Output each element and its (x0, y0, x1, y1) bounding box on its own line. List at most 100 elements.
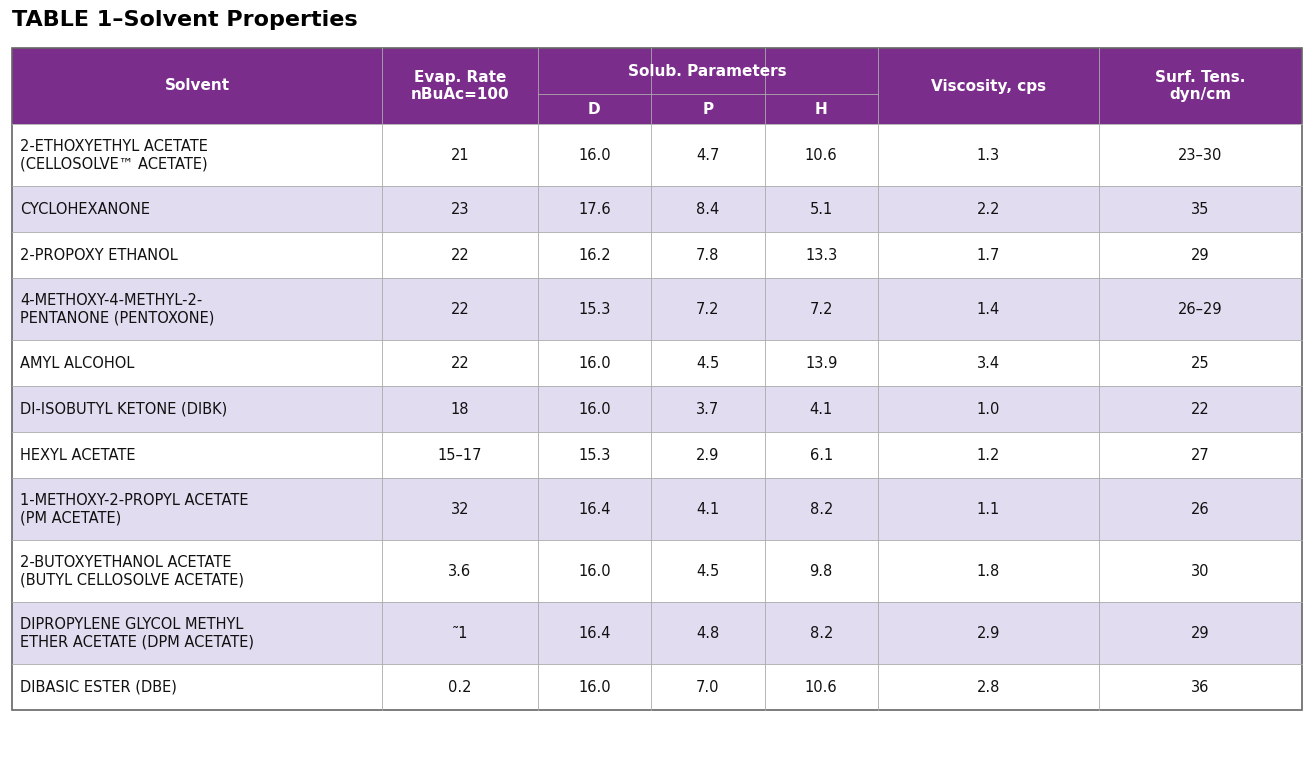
Text: 4.7: 4.7 (696, 147, 720, 163)
Bar (537, 186, 650, 232)
Text: 16.0: 16.0 (578, 356, 611, 371)
Text: Solvent: Solvent (164, 78, 230, 93)
Text: 29: 29 (1192, 625, 1210, 641)
Bar (1099, 664, 1302, 710)
Text: Solub. Parameters: Solub. Parameters (628, 64, 787, 78)
Bar (765, 602, 878, 664)
Bar (12, 602, 382, 664)
Bar (537, 664, 650, 710)
Bar (650, 232, 765, 278)
Bar (650, 386, 765, 432)
Text: 4.8: 4.8 (696, 625, 719, 641)
Bar (382, 278, 537, 340)
Bar (1099, 278, 1302, 340)
Text: 17.6: 17.6 (578, 201, 611, 217)
Text: 22: 22 (451, 302, 469, 316)
Text: 36: 36 (1192, 679, 1210, 695)
Bar (878, 186, 1099, 232)
Bar (650, 664, 765, 710)
Text: 25: 25 (1192, 356, 1210, 371)
Bar (765, 478, 878, 540)
Text: 13.3: 13.3 (805, 248, 837, 262)
Text: 29: 29 (1192, 248, 1210, 262)
Text: 10.6: 10.6 (805, 679, 837, 695)
Bar (1099, 478, 1302, 540)
Text: 16.2: 16.2 (578, 248, 611, 262)
Text: 1.4: 1.4 (976, 302, 1000, 316)
Bar (878, 540, 1099, 602)
Bar (12, 664, 382, 710)
Bar (650, 186, 765, 232)
Bar (382, 664, 537, 710)
Bar (537, 432, 650, 478)
Text: 7.8: 7.8 (696, 248, 720, 262)
Text: Evap. Rate
nBuAc=100: Evap. Rate nBuAc=100 (410, 70, 510, 102)
Bar (12, 48, 1302, 710)
Bar (12, 232, 382, 278)
Text: 22: 22 (451, 248, 469, 262)
Bar (1099, 124, 1302, 186)
Bar (878, 48, 1099, 124)
Text: 23: 23 (451, 201, 469, 217)
Bar (1099, 602, 1302, 664)
Text: 27: 27 (1190, 448, 1210, 463)
Bar (537, 124, 650, 186)
Text: 1.1: 1.1 (976, 502, 1000, 517)
Text: 7.2: 7.2 (809, 302, 833, 316)
Bar (765, 432, 878, 478)
Text: 5.1: 5.1 (809, 201, 833, 217)
Text: 13.9: 13.9 (805, 356, 837, 371)
Text: AMYL ALCOHOL: AMYL ALCOHOL (20, 356, 134, 371)
Bar (382, 386, 537, 432)
Text: P: P (702, 102, 714, 116)
Bar (765, 386, 878, 432)
Text: 4.5: 4.5 (696, 563, 719, 578)
Bar (765, 94, 878, 124)
Text: Viscosity, cps: Viscosity, cps (930, 78, 1046, 93)
Text: 26: 26 (1192, 502, 1210, 517)
Text: HEXYL ACETATE: HEXYL ACETATE (20, 448, 135, 463)
Bar (12, 340, 382, 386)
Text: 16.0: 16.0 (578, 401, 611, 416)
Text: DI-ISOBUTYL KETONE (DIBK): DI-ISOBUTYL KETONE (DIBK) (20, 401, 227, 416)
Text: 0.2: 0.2 (448, 679, 472, 695)
Text: 1.8: 1.8 (976, 563, 1000, 578)
Text: 22: 22 (1190, 401, 1210, 416)
Bar (382, 432, 537, 478)
Bar (537, 232, 650, 278)
Text: 3.4: 3.4 (976, 356, 1000, 371)
Bar (765, 664, 878, 710)
Text: 7.2: 7.2 (696, 302, 720, 316)
Bar (1099, 340, 1302, 386)
Text: 2-ETHOXYETHYL ACETATE
(CELLOSOLVE™ ACETATE): 2-ETHOXYETHYL ACETATE (CELLOSOLVE™ ACETA… (20, 139, 208, 171)
Text: ˜1: ˜1 (452, 625, 468, 641)
Bar (878, 232, 1099, 278)
Bar (1099, 48, 1302, 124)
Text: 26–29: 26–29 (1179, 302, 1223, 316)
Text: 9.8: 9.8 (809, 563, 833, 578)
Bar (650, 540, 765, 602)
Bar (382, 232, 537, 278)
Bar (1099, 232, 1302, 278)
Text: 8.4: 8.4 (696, 201, 719, 217)
Text: 4.5: 4.5 (696, 356, 719, 371)
Bar (650, 278, 765, 340)
Text: 1-METHOXY-2-PROPYL ACETATE
(PM ACETATE): 1-METHOXY-2-PROPYL ACETATE (PM ACETATE) (20, 492, 248, 525)
Bar (765, 124, 878, 186)
Text: 3.6: 3.6 (448, 563, 472, 578)
Text: 1.3: 1.3 (976, 147, 1000, 163)
Bar (537, 278, 650, 340)
Text: 30: 30 (1192, 563, 1210, 578)
Text: 2.8: 2.8 (976, 679, 1000, 695)
Bar (12, 278, 382, 340)
Bar (1099, 386, 1302, 432)
Bar (650, 602, 765, 664)
Bar (382, 186, 537, 232)
Bar (537, 478, 650, 540)
Bar (1099, 432, 1302, 478)
Text: DIBASIC ESTER (DBE): DIBASIC ESTER (DBE) (20, 679, 177, 695)
Bar (12, 124, 382, 186)
Bar (765, 340, 878, 386)
Text: 1.0: 1.0 (976, 401, 1000, 416)
Bar (382, 540, 537, 602)
